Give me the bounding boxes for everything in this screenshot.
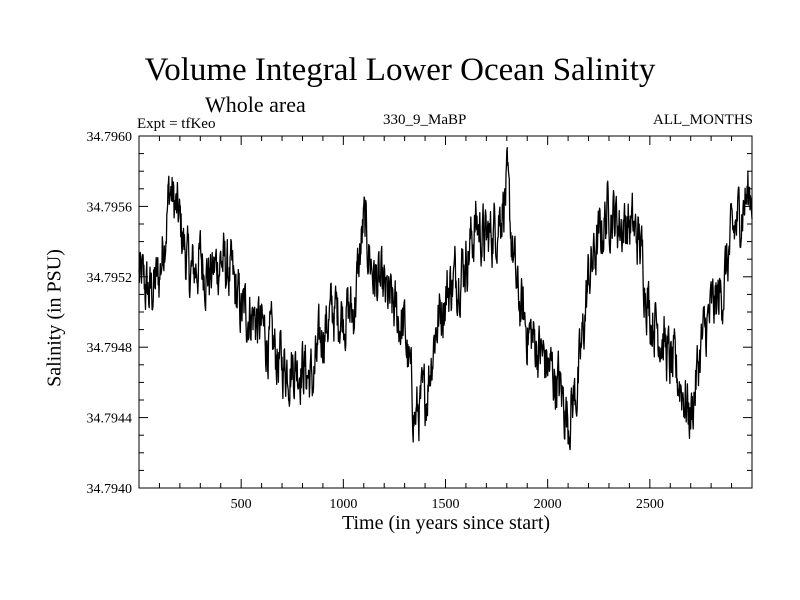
y-tick-label: 34.7948 [87,341,133,356]
y-tick-label: 34.7960 [87,130,133,145]
y-tick-label: 34.7952 [87,271,133,286]
right-label: ALL_MONTHS [653,112,753,128]
y-tick-label: 34.7944 [87,412,133,427]
chart-subtitle: Whole area [205,92,306,117]
center-label: 330_9_MaBP [383,112,467,128]
salinity-series-line [138,147,753,451]
x-tick-label: 1500 [432,497,460,512]
x-tick-label: 2500 [636,497,664,512]
chart-title: Volume Integral Lower Ocean Salinity [144,52,656,88]
x-tick-label: 1000 [329,497,357,512]
x-axis-label: Time (in years since start) [341,512,551,534]
y-tick-label: 34.7956 [87,200,133,215]
x-tick-label: 2000 [534,497,562,512]
x-tick-label: 500 [231,497,252,512]
y-tick-label: 34.7940 [87,482,133,497]
experiment-label: Expt = tfKeo [137,116,216,132]
